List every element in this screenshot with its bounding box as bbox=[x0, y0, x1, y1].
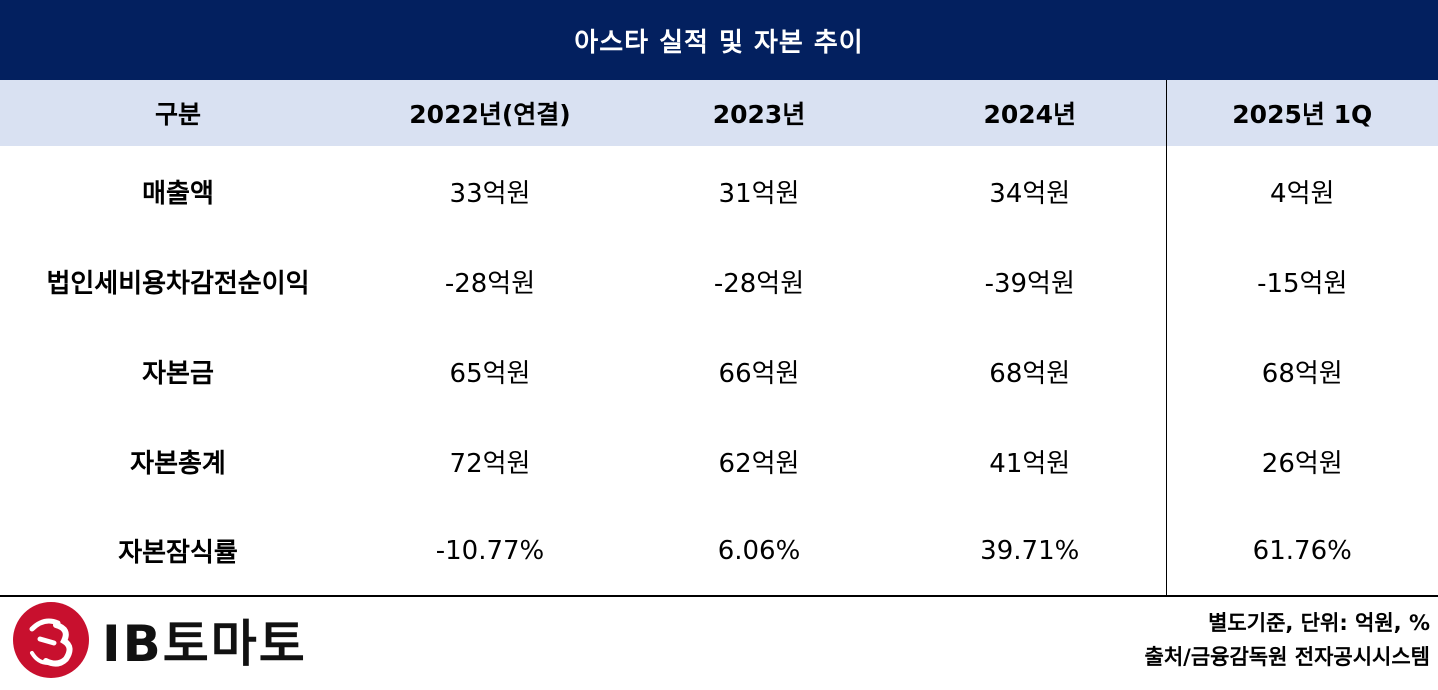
row-label: 자본금 bbox=[142, 358, 214, 389]
table-cell: 6.06% bbox=[624, 506, 894, 597]
table-footnote: 별도기준, 단위: 억원, % 출처/금융감독원 전자공시시스템 bbox=[1145, 606, 1430, 674]
row-label: 법인세비용차감전순이익 bbox=[46, 268, 310, 299]
header-2024: 2024년 bbox=[983, 100, 1077, 129]
table-cell: 4억원 bbox=[1165, 146, 1438, 236]
table-cell: 41억원 bbox=[989, 448, 1071, 479]
header-category: 구분 bbox=[154, 100, 201, 129]
header-2023: 2023년 bbox=[712, 100, 806, 129]
table-cell: 66억원 bbox=[718, 358, 800, 389]
table-cell: -10.77% bbox=[356, 506, 624, 597]
table-row: 자본잠식률 -10.77% 6.06% 39.71% 61.76% bbox=[0, 506, 1438, 597]
row-label: 매출액 bbox=[142, 178, 214, 209]
table-cell: -39억원 bbox=[984, 268, 1075, 299]
table-row: 매출액 33억원 31억원 34억원 4억원 bbox=[0, 146, 1438, 236]
table-title: 아스타 실적 및 자본 추이 bbox=[0, 0, 1438, 80]
table-cell: 34억원 bbox=[989, 178, 1071, 209]
table-cell: 33억원 bbox=[449, 178, 531, 209]
table-cell: 68억원 bbox=[1165, 326, 1438, 416]
table-cell: 31억원 bbox=[718, 178, 800, 209]
table-cell: 68억원 bbox=[989, 358, 1071, 389]
source-note: 출처/금융감독원 전자공시시스템 bbox=[1144, 645, 1430, 669]
table-cell: -28억원 bbox=[444, 268, 536, 299]
table-row: 자본금 65억원 66억원 68억원 68억원 bbox=[0, 326, 1438, 416]
table-cell: 26억원 bbox=[1165, 416, 1438, 506]
table-cell: 72억원 bbox=[449, 448, 531, 479]
row-label: 자본총계 bbox=[130, 448, 226, 479]
ib-tomato-logo: IB토마토 bbox=[10, 600, 307, 680]
tomato-logo-icon bbox=[13, 602, 89, 678]
header-2025-1q: 2025년 1Q bbox=[1165, 80, 1438, 146]
financial-table: 구분 2022년(연결) 2023년 2024년 2025년 1Q 매출액 33… bbox=[0, 80, 1438, 597]
row-label: 자본잠식률 bbox=[0, 506, 356, 597]
table-cell: 62억원 bbox=[718, 448, 800, 479]
table-cell: 65억원 bbox=[449, 358, 531, 389]
header-2022: 2022년(연결) bbox=[409, 100, 571, 129]
table-cell: 61.76% bbox=[1165, 506, 1438, 597]
table-cell: 39.71% bbox=[894, 506, 1166, 597]
unit-note: 별도기준, 단위: 억원, % bbox=[1208, 611, 1430, 635]
logo-text: IB토마토 bbox=[102, 615, 307, 673]
table-cell: -15억원 bbox=[1165, 236, 1438, 326]
table-row: 자본총계 72억원 62억원 41억원 26억원 bbox=[0, 416, 1438, 506]
table-header-row: 구분 2022년(연결) 2023년 2024년 2025년 1Q bbox=[0, 80, 1438, 146]
table-cell: -28억원 bbox=[713, 268, 805, 299]
table-row: 법인세비용차감전순이익 -28억원 -28억원 -39억원 -15억원 bbox=[0, 236, 1438, 326]
